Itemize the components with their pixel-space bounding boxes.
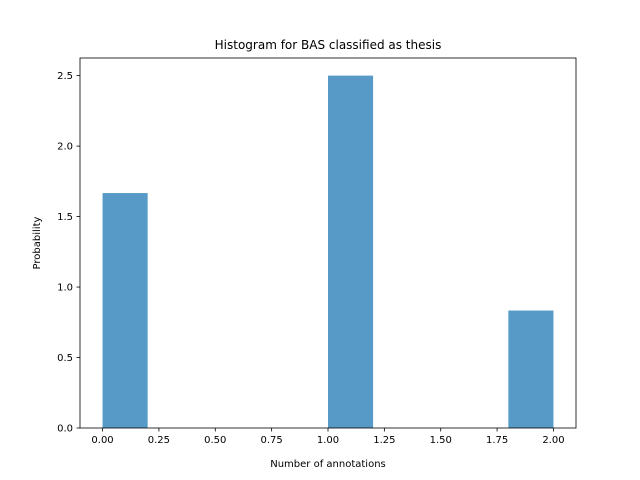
x-tick-label: 0.25 (148, 435, 170, 446)
x-tick-label: 2.00 (542, 435, 564, 446)
x-tick-label: 0.75 (261, 435, 283, 446)
x-axis-label: Number of annotations (270, 459, 386, 470)
y-tick-label: 1.0 (57, 283, 73, 294)
y-tick-label: 2.5 (57, 71, 73, 82)
x-tick-label: 1.25 (373, 435, 395, 446)
y-tick-label: 0.0 (57, 424, 73, 435)
y-tick-label: 1.5 (57, 212, 73, 223)
x-tick-label: 1.00 (317, 435, 339, 446)
histogram-bar-5 (328, 75, 374, 429)
y-axis-label: Probability (32, 216, 43, 269)
y-axis-ticks: 0.0 0.5 1.0 1.5 2.0 2.5 (57, 71, 80, 435)
histogram-bar-9 (508, 310, 554, 428)
plot-frame (79, 57, 577, 429)
x-tick-label: 0.00 (91, 435, 113, 446)
y-tick-label: 0.5 (57, 353, 73, 364)
x-tick-label: 1.50 (430, 435, 452, 446)
bars-layer (102, 75, 554, 429)
chart-title: Histogram for BAS classified as thesis (215, 38, 442, 52)
histogram-bar-0 (102, 193, 148, 428)
x-axis-ticks: 0.00 0.25 0.50 0.75 1.00 1.25 1.50 1.75 2.00 (91, 428, 565, 446)
x-tick-label: 1.75 (486, 435, 508, 446)
y-tick-label: 2.0 (57, 142, 73, 153)
x-tick-label: 0.50 (204, 435, 226, 446)
